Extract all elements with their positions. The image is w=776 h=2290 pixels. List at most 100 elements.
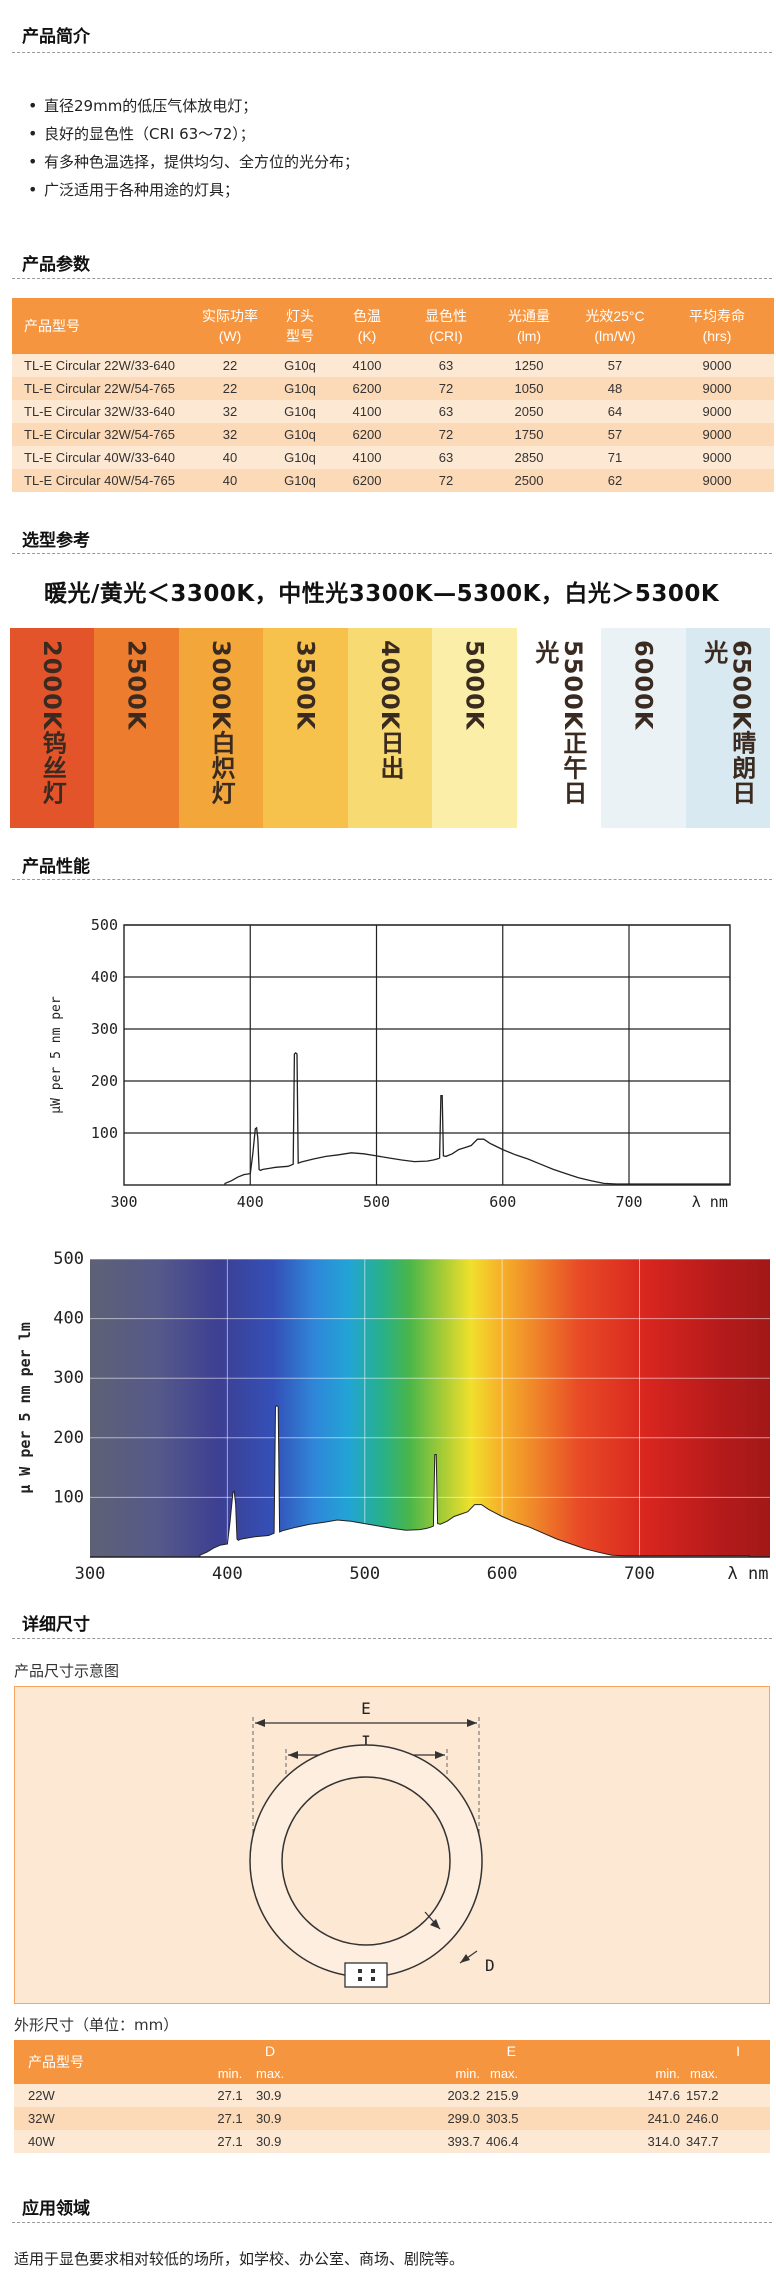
params-cell: 1250 [488, 354, 570, 377]
y-axis-label: µW per 5 nm per [49, 996, 64, 1114]
params-header-cell: 平均寿命 (hrs) [660, 298, 774, 354]
dims-subheader-cell: min. [576, 2062, 686, 2084]
divider [12, 879, 772, 880]
x-tick-label: λ nm [692, 1193, 728, 1211]
spectrum-chart-line: 300 400 500 600 700 λ nm 100 200 300 400 500 µW per… [49, 916, 731, 1211]
params-row: TL-E Circular 40W/33-640 40 G10q 4100 63 2850… [12, 446, 774, 469]
color-temp-label: 6000K [629, 640, 658, 731]
color-temp-label: 3500K [291, 640, 320, 731]
color-temp-label: 3000K白炽灯 [207, 640, 236, 806]
y-tick-label: 500 [91, 916, 118, 934]
section-title-performance: 产品性能 [22, 857, 90, 877]
color-temp-swatch: 3500K [263, 628, 348, 828]
dim-label-e: E [361, 1699, 371, 1718]
color-temp-label: 2000K钨丝灯 [38, 640, 67, 806]
spectrum-series [199, 1404, 750, 1558]
color-temp-swatch: 6500K晴朗日光 [685, 628, 770, 828]
params-header-cell: 光效25°C (lm/W) [570, 298, 660, 354]
params-cell: 63 [404, 446, 488, 469]
color-temp-swatch: 3000K白炽灯 [178, 628, 264, 828]
params-cell: 22 [190, 377, 270, 400]
params-cell: 9000 [660, 377, 774, 400]
dims-header-row: 产品型号 D E I [14, 2040, 770, 2084]
dims-cell: 347.7 [686, 2130, 770, 2153]
params-cell: G10q [270, 377, 330, 400]
params-header-cell: 光通量 (lm) [488, 298, 570, 354]
dims-subheader-row: min. max. min. max. min. max. [14, 2062, 770, 2084]
color-temp-swatch: 5500K正午日光 [516, 628, 602, 828]
dims-cell: 246.0 [686, 2107, 770, 2130]
params-cell: 9000 [660, 446, 774, 469]
params-cell: 63 [404, 354, 488, 377]
params-cell: G10q [270, 400, 330, 423]
params-cell: 57 [570, 354, 660, 377]
dims-header-group: I [576, 2040, 770, 2062]
dimensions-table: 产品型号 D E I min. max. min. max. min. max.… [14, 2040, 770, 2153]
params-row: TL-E Circular 22W/33-640 22 G10q 4100 63 1250… [12, 354, 774, 377]
params-header-cell: 显色性 (CRI) [404, 298, 488, 354]
x-tick-label: 500 [363, 1193, 390, 1211]
dims-cell: 215.9 [486, 2084, 576, 2107]
y-tick-label: 200 [53, 1428, 84, 1448]
dims-cell: 241.0 [576, 2107, 686, 2130]
params-cell: 72 [404, 469, 488, 492]
params-cell: 4100 [330, 446, 404, 469]
color-temp-swatches: 2000K钨丝灯 2500K 3000K白炽灯 3500K 4000K日出 5000K 55… [10, 628, 770, 828]
params-cell: 6200 [330, 377, 404, 400]
dims-cell: 30.9 [256, 2130, 336, 2153]
params-cell: 2500 [488, 469, 570, 492]
x-tick-label: 700 [624, 1564, 655, 1584]
dims-header-group: D [204, 2040, 336, 2062]
plot-frame [123, 924, 731, 1186]
color-temp-label: 2500K [122, 640, 151, 731]
params-cell: 63 [404, 400, 488, 423]
params-header-row: 产品型号 实际功率 (W) 灯头 型号 色温 (K) 显色性 (CRI) 光通量 (lm)… [12, 298, 774, 354]
params-table: 产品型号 实际功率 (W) 灯头 型号 色温 (K) 显色性 (CRI) 光通量 (lm)… [12, 298, 774, 492]
params-cell: G10q [270, 469, 330, 492]
dims-subheader-cell: max. [686, 2062, 770, 2084]
dim-label-d: D [485, 1956, 495, 1975]
dims-cell: 30.9 [256, 2084, 336, 2107]
params-cell: TL-E Circular 40W/33-640 [12, 446, 190, 469]
dims-cell: 157.2 [686, 2084, 770, 2107]
params-cell: G10q [270, 446, 330, 469]
x-tick-label: 300 [110, 1193, 137, 1211]
params-cell: 9000 [660, 400, 774, 423]
y-tick-label: 400 [53, 1309, 84, 1329]
section-title-reference: 选型参考 [22, 531, 90, 551]
params-cell: 2850 [488, 446, 570, 469]
dims-cell: 40W [14, 2130, 204, 2153]
section-title-application: 应用领域 [22, 2199, 90, 2219]
x-tick-label: 300 [75, 1564, 106, 1584]
dim-label-i: I [361, 1732, 371, 1751]
params-header-cell: 灯头 型号 [270, 298, 330, 354]
color-temp-swatch: 6000K [601, 628, 686, 828]
dims-cell: 30.9 [256, 2107, 336, 2130]
y-tick-label: 500 [53, 1249, 84, 1269]
params-cell: 4100 [330, 400, 404, 423]
params-cell: 40 [190, 446, 270, 469]
color-temp-label: 6500K晴朗日光 [699, 640, 756, 806]
color-temp-heading: 暖光/黄光＜3300K，中性光3300K—5300K，白光＞5300K [44, 581, 720, 607]
dims-cell: 32W [14, 2107, 204, 2130]
y-tick-label: 300 [91, 1020, 118, 1038]
params-cell: 4100 [330, 354, 404, 377]
dims-row: 32W 27.1 30.9 299.0 303.5 241.0 246.0 [14, 2107, 770, 2130]
params-cell: 9000 [660, 354, 774, 377]
params-cell: TL-E Circular 22W/33-640 [12, 354, 190, 377]
params-cell: 62 [570, 469, 660, 492]
divider [12, 52, 772, 53]
y-tick-label: 300 [53, 1368, 84, 1388]
color-temp-swatch: 2000K钨丝灯 [10, 628, 95, 828]
params-cell: 2050 [488, 400, 570, 423]
params-cell: 9000 [660, 469, 774, 492]
section-title-intro: 产品简介 [22, 27, 90, 47]
dims-cell: 27.1 [204, 2107, 256, 2130]
color-temp-swatch: 5000K [432, 628, 517, 828]
params-cell: 40 [190, 469, 270, 492]
intro-list: 直径29mm的低压气体放电灯； 良好的显色性（CRI 63～72）； 有多种色温… [28, 92, 359, 204]
diagram-caption: 产品尺寸示意图 [14, 1662, 120, 1680]
x-tick-label: 400 [212, 1564, 243, 1584]
params-cell: 22 [190, 354, 270, 377]
color-temp-label: 5000K [460, 640, 489, 731]
